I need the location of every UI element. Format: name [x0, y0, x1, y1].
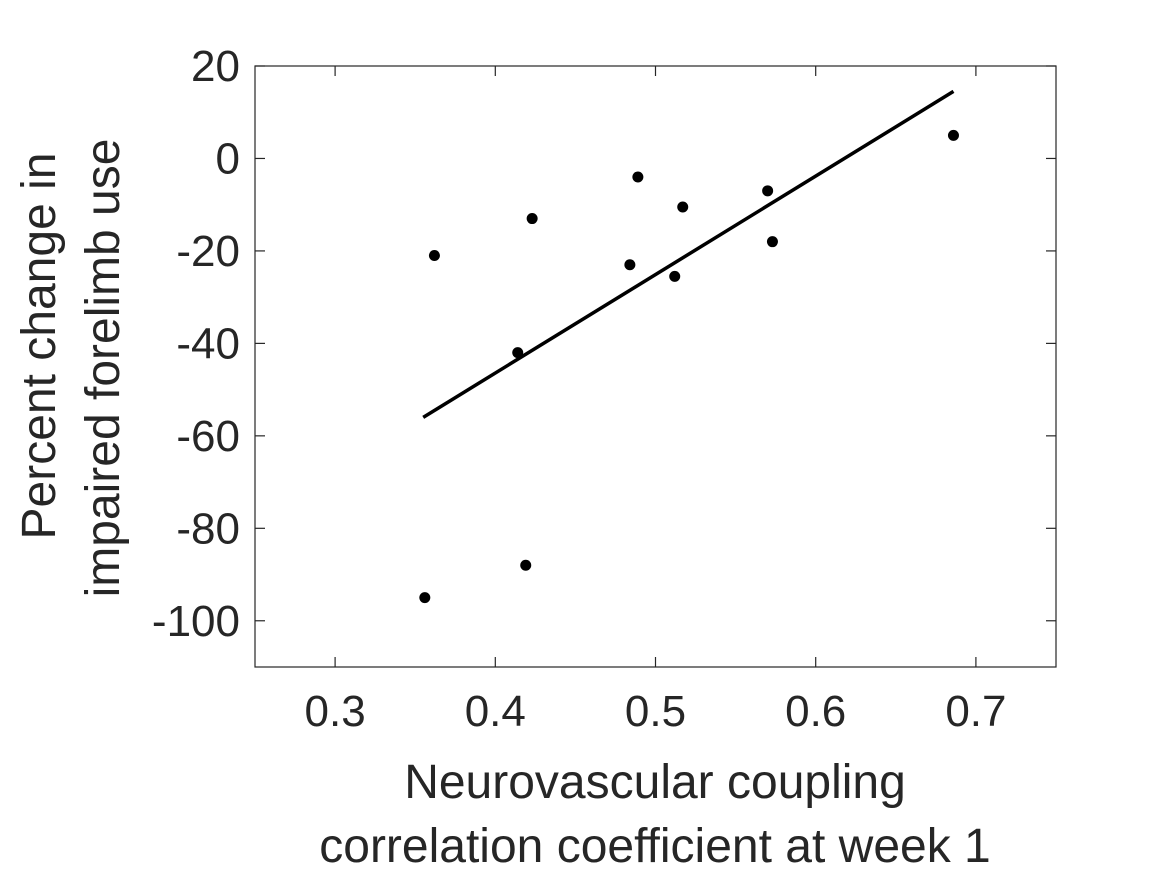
data-point — [766, 236, 778, 248]
data-point — [526, 213, 538, 225]
data-point — [419, 592, 431, 604]
data-point — [520, 559, 532, 571]
y-tick-label: -40 — [176, 319, 240, 368]
y-tick-label: -20 — [176, 227, 240, 276]
data-point — [677, 201, 689, 213]
tick-marks — [255, 65, 1056, 667]
y-tick-label: 20 — [191, 42, 240, 91]
x-tick-label: 0.7 — [945, 687, 1006, 736]
data-point — [512, 347, 524, 359]
data-point — [669, 270, 681, 282]
fit-line-layer — [422, 89, 955, 419]
x-tick-labels: 0.3 0.4 0.5 0.6 0.7 — [305, 687, 1007, 736]
x-tick-label: 0.6 — [785, 687, 846, 736]
data-point — [624, 259, 636, 271]
data-point — [632, 171, 644, 183]
x-tick-label: 0.5 — [625, 687, 686, 736]
y-axis-label-line-2: impaired forelimb use — [77, 139, 130, 598]
x-tick-label: 0.4 — [465, 687, 526, 736]
plot-frame — [254, 65, 1057, 668]
x-tick-label: 0.3 — [305, 687, 366, 736]
x-axis-label-line-2: correlation coefficient at week 1 — [319, 820, 990, 873]
y-tick-label: -100 — [152, 597, 240, 646]
y-tick-label: -80 — [176, 504, 240, 553]
x-axis-label-line-1: Neurovascular coupling — [404, 756, 906, 809]
y-axis-label-line-1: Percent change in — [13, 153, 66, 540]
y-tick-labels: -100 -80 -60 -40 -20 0 20 — [152, 42, 240, 646]
fit-line — [422, 89, 955, 419]
data-point — [762, 185, 774, 197]
data-point — [428, 250, 440, 262]
data-point — [947, 129, 959, 141]
y-tick-label: -60 — [176, 412, 240, 461]
data-points — [419, 129, 959, 604]
y-tick-label: 0 — [216, 134, 240, 183]
